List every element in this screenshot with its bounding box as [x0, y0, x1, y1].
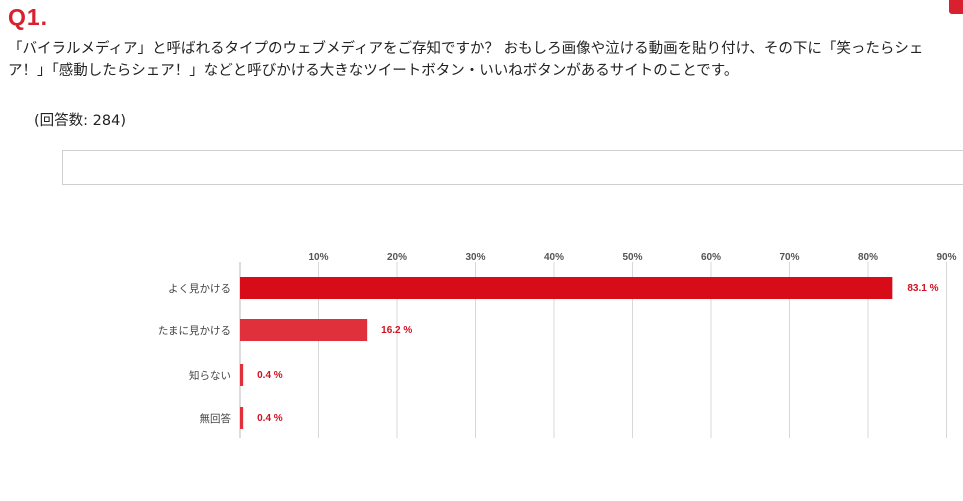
question-text: 「バイラルメディア」と呼ばれるタイプのウェブメディアをご存知ですか？ おもしろ画…: [8, 41, 924, 79]
value-label: 16.2 %: [381, 325, 412, 336]
x-tick-label: 10%: [308, 252, 328, 263]
bar: [240, 364, 244, 386]
value-label: 0.4 %: [257, 413, 283, 424]
value-label: 0.4 %: [257, 370, 283, 381]
category-label: 無回答: [200, 412, 232, 425]
question-number: Q1.: [8, 4, 49, 30]
x-tick-label: 50%: [622, 252, 642, 263]
category-label: 知らない: [189, 369, 231, 382]
bar: [240, 319, 368, 341]
x-tick-label: 40%: [544, 252, 564, 263]
category-label: よく見かける: [168, 283, 231, 295]
bar: [240, 407, 244, 429]
corner-marker: [949, 0, 963, 14]
response-count: (回答数: 284): [34, 113, 126, 129]
x-tick-label: 20%: [387, 252, 407, 263]
answer-box: [62, 150, 963, 185]
category-label: たまに見かける: [158, 325, 231, 337]
bar: [240, 277, 893, 299]
x-tick-label: 80%: [858, 252, 878, 263]
x-tick-label: 90%: [936, 252, 956, 263]
x-tick-label: 60%: [701, 252, 721, 263]
value-label: 83.1 %: [907, 283, 938, 294]
x-tick-label: 70%: [779, 252, 799, 263]
x-tick-label: 30%: [465, 252, 485, 263]
